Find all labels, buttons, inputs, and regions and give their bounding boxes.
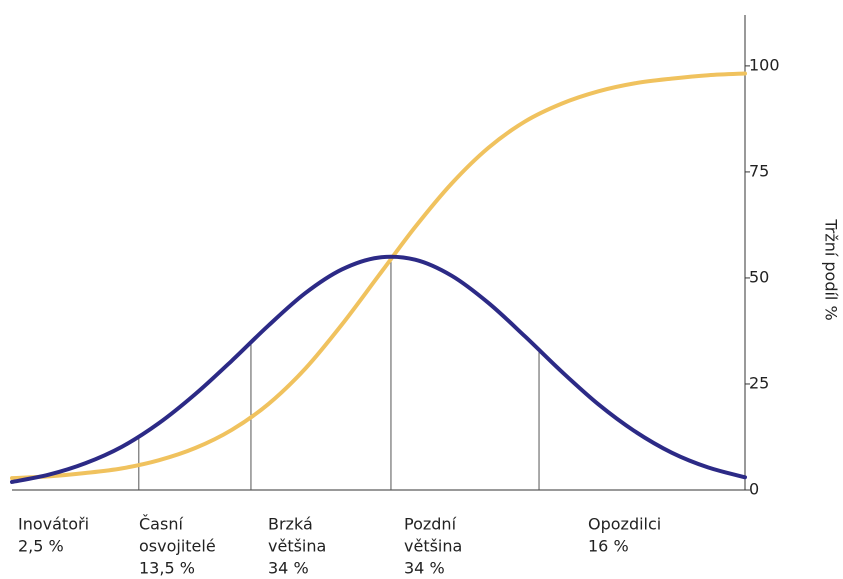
- y-tick-label: 25: [749, 373, 769, 392]
- y-axis-label: Tržní podíl %: [822, 218, 841, 320]
- segment-label: Opozdilci: [588, 515, 661, 534]
- segment-share: 34 %: [404, 559, 445, 578]
- y-tick-label: 75: [749, 161, 769, 180]
- y-tick-label: 0: [749, 480, 759, 499]
- segment-label: osvojitelé: [139, 537, 216, 556]
- segment-label: Brzká: [268, 515, 313, 534]
- segment-label: většina: [268, 537, 326, 556]
- segment-label: Časní: [139, 515, 183, 534]
- series-line: [10, 254, 747, 484]
- segment-share: 2,5 %: [18, 537, 64, 556]
- segment-label: Pozdní: [404, 515, 457, 534]
- segment-share: 13,5 %: [139, 559, 195, 578]
- segment-label: Inovátoři: [18, 515, 89, 534]
- segment-label: většina: [404, 537, 462, 556]
- segment-share: 16 %: [588, 537, 629, 556]
- segment-share: 34 %: [268, 559, 309, 578]
- y-tick-label: 100: [749, 55, 780, 74]
- series-line: [10, 71, 747, 481]
- y-tick-label: 50: [749, 267, 769, 286]
